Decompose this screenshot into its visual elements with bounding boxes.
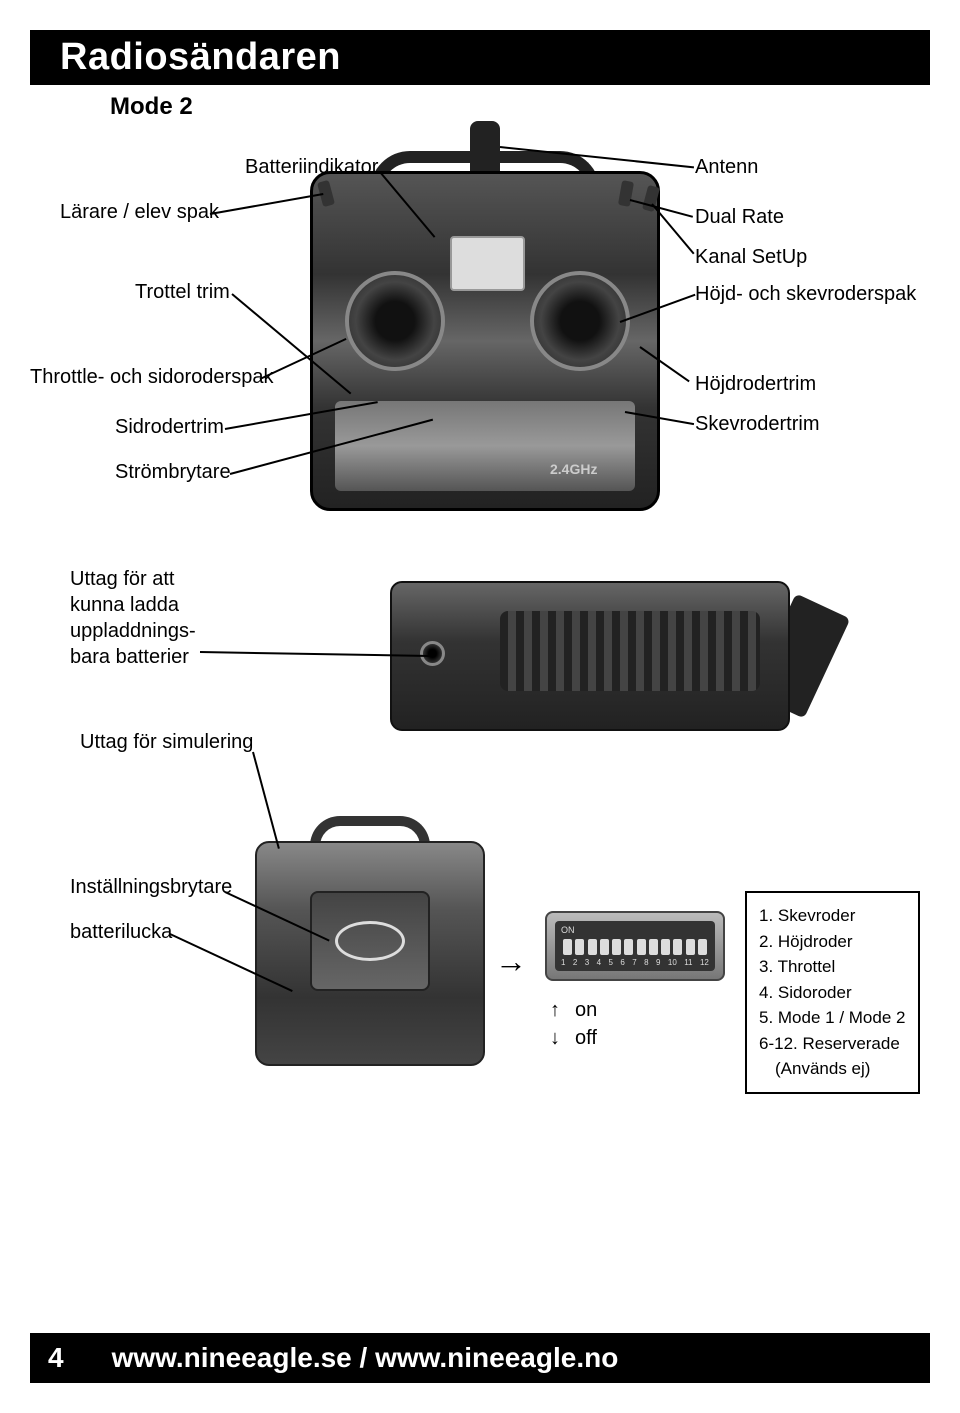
dip-switch-closeup: ON 1 2 3 4 5 6	[545, 911, 725, 981]
label-batterilucka: batterilucka	[70, 921, 172, 944]
dip-sw	[686, 939, 695, 955]
dip-num: 10	[668, 958, 677, 967]
arrow-up-icon: ↑	[550, 996, 560, 1024]
onoff-arrows: ↑ ↓	[550, 996, 560, 1052]
label-uttag-sim: Uttag för simulering	[80, 731, 253, 754]
dip-on-label: ON	[561, 925, 709, 935]
page-number: 4	[30, 1342, 82, 1374]
dip-sw	[637, 939, 646, 955]
label-installningsbrytare: Inställningsbrytare	[70, 876, 232, 899]
legend-2: 2. Höjdroder	[759, 929, 906, 955]
stick-left-shape	[345, 271, 445, 371]
label-on: on	[575, 996, 597, 1024]
legend-4: 4. Sidoroder	[759, 980, 906, 1006]
dip-sw	[698, 939, 707, 955]
label-uttag-ladda: Uttag för att kunna ladda uppladdnings- …	[70, 566, 196, 670]
label-kanal-setup: Kanal SetUp	[695, 246, 807, 269]
label-antenn: Antenn	[695, 156, 758, 179]
legend-box: 1. Skevroder 2. Höjdroder 3. Throttel 4.…	[745, 891, 920, 1094]
dip-sw	[673, 939, 682, 955]
dip-sw	[661, 939, 670, 955]
footer-bar: 4 www.nineeagle.se / www.nineeagle.no	[30, 1333, 930, 1383]
arrow-down-icon: ↓	[550, 1024, 560, 1052]
dip-highlight-circle	[335, 921, 405, 961]
label-off: off	[575, 1024, 597, 1052]
arrow-to-dip-icon: →	[495, 943, 527, 980]
dip-switch-row	[561, 939, 709, 955]
dip-sw	[588, 939, 597, 955]
dip-num: 5	[609, 958, 613, 967]
dip-num: 7	[632, 958, 636, 967]
dip-num: 4	[597, 958, 601, 967]
diagram-area: 2.4GHz Batteriindikator Lärare / elev sp…	[0, 121, 960, 1101]
label-strombrytare: Strömbrytare	[115, 461, 231, 484]
dip-sw	[649, 939, 658, 955]
legend-5: 5. Mode 1 / Mode 2	[759, 1005, 906, 1031]
dip-num: 9	[656, 958, 660, 967]
charge-port-shape	[420, 641, 445, 666]
label-uttag-ladda-l4: bara batterier	[70, 644, 196, 670]
dip-num: 1	[561, 958, 565, 967]
dip-numbers: 1 2 3 4 5 6 7 8 9 10 11 12	[561, 958, 709, 967]
dip-sw	[563, 939, 572, 955]
label-larare-elev: Lärare / elev spak	[60, 201, 219, 224]
dip-sw	[624, 939, 633, 955]
label-uttag-ladda-l2: kunna ladda	[70, 592, 196, 618]
ghz-label: 2.4GHz	[550, 461, 597, 477]
subtitle: Mode 2	[110, 93, 960, 121]
legend-7: (Används ej)	[759, 1056, 906, 1082]
dip-sw	[612, 939, 621, 955]
label-hojd-skev-spak: Höjd- och skevroderspak	[695, 283, 916, 306]
label-batteriindikator: Batteriindikator	[245, 156, 378, 179]
header-bar: Radiosändaren	[30, 30, 930, 85]
label-uttag-ladda-l1: Uttag för att	[70, 566, 196, 592]
stick-right-shape	[530, 271, 630, 371]
legend-1: 1. Skevroder	[759, 903, 906, 929]
bottom-panel-shape	[335, 401, 635, 491]
dip-num: 3	[585, 958, 589, 967]
dip-sw	[575, 939, 584, 955]
dip-num: 12	[700, 958, 709, 967]
dip-num: 11	[684, 958, 692, 967]
dip-inner: ON 1 2 3 4 5 6	[555, 921, 715, 971]
label-trottel-trim: Trottel trim	[135, 281, 230, 304]
dip-num: 8	[644, 958, 648, 967]
side-grip-shape	[500, 611, 760, 691]
leader-larare	[210, 193, 324, 215]
legend-6: 6-12. Reserverade	[759, 1031, 906, 1057]
leader-sim	[252, 752, 280, 849]
legend-3: 3. Throttel	[759, 954, 906, 980]
label-throttle-sido: Throttle- och sidoroderspak	[30, 366, 273, 389]
footer-url: www.nineeagle.se / www.nineeagle.no	[82, 1342, 619, 1374]
dip-num: 6	[620, 958, 624, 967]
onoff-labels: on off	[575, 996, 597, 1052]
label-dual-rate: Dual Rate	[695, 206, 784, 229]
dip-num: 2	[573, 958, 577, 967]
label-sidrodertrim: Sidrodertrim	[115, 416, 224, 439]
dip-sw	[600, 939, 609, 955]
label-uttag-ladda-l3: uppladdnings-	[70, 618, 196, 644]
page-title: Radiosändaren	[60, 36, 900, 79]
label-skevrodertrim: Skevrodertrim	[695, 413, 819, 436]
label-hojdrodertrim: Höjdrodertrim	[695, 373, 816, 396]
lcd-panel-shape	[450, 236, 525, 291]
